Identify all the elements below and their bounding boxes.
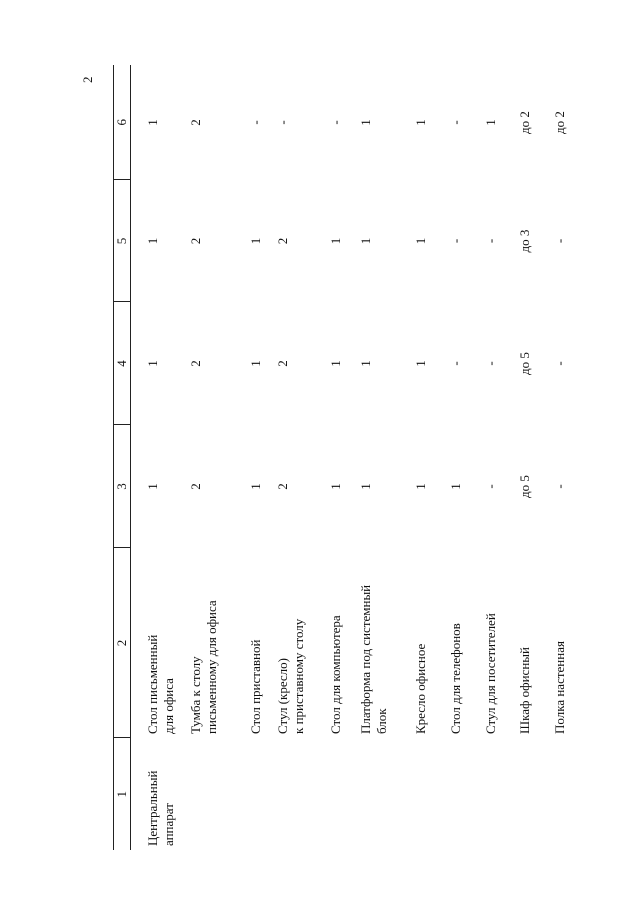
table-row: Стол приставной 1 1 1 - <box>244 65 271 850</box>
number-cell: 2 <box>274 483 290 490</box>
number-cell: 1 <box>357 237 373 245</box>
number-cell: - <box>482 484 498 489</box>
number-cell: до 2 <box>516 111 532 134</box>
column-number: 3 <box>113 425 131 548</box>
table-row: Тумба к столу письменному для офиса 2 2 2 2 <box>184 65 244 850</box>
table-row: Платформа под системный блок 1 1 1 1 <box>354 65 409 850</box>
number-cell: 1 <box>327 483 343 490</box>
text-cell: Стол письменный для офиса <box>145 634 176 734</box>
text-cell <box>324 738 354 850</box>
number-cell: до 5 <box>516 352 532 375</box>
text-cell <box>513 738 548 850</box>
number-cell: 1 <box>447 483 463 490</box>
text-cell <box>354 738 409 850</box>
number-cell: 2 <box>187 360 203 367</box>
number-cell: 1 <box>357 483 373 490</box>
number-cell: 1 <box>247 237 263 245</box>
number-cell: до 2 <box>551 111 567 134</box>
text-cell: Центральный аппарат <box>145 770 176 846</box>
number-cell: 1 <box>357 119 373 126</box>
number-cell: - <box>447 120 463 125</box>
table-body: Центральный аппарат Стол письменный для о… <box>131 65 578 850</box>
number-cell: - <box>247 120 263 125</box>
number-cell: 2 <box>187 237 203 245</box>
text-cell: Стул (кресло) к приставному столу <box>274 618 306 734</box>
number-cell: 1 <box>247 483 263 490</box>
number-cell: - <box>551 238 567 244</box>
text-cell: Платформа под системный блок <box>357 584 389 734</box>
number-cell: 2 <box>274 360 290 367</box>
text-cell: Стол для телефонов <box>447 623 463 734</box>
table-row: Кресло офисное 1 1 1 1 <box>409 65 444 850</box>
text-cell: Стол приставной <box>247 639 263 734</box>
number-cell: 1 <box>145 360 160 367</box>
number-cell: - <box>482 361 498 366</box>
number-cell: 1 <box>412 237 428 245</box>
table-row: Шкаф офисный до 5 до 5 до 3 до 2 <box>513 65 548 850</box>
number-cell: - <box>551 361 567 366</box>
text-cell <box>409 738 444 850</box>
number-cell: - <box>447 238 463 244</box>
page-number: 2 <box>80 76 95 84</box>
number-cell: 2 <box>187 483 203 490</box>
number-cell: 1 <box>482 119 498 126</box>
table-row: Стол для компьютера 1 1 1 - <box>324 65 354 850</box>
text-cell: Стол для компьютера <box>327 615 343 734</box>
text-cell <box>548 738 578 850</box>
number-cell: 1 <box>412 119 428 126</box>
table-row: Центральный аппарат Стол письменный для о… <box>131 65 184 850</box>
table-row: Стол для телефонов 1 - - - <box>444 65 479 850</box>
number-cell: - <box>551 484 567 489</box>
number-cell: - <box>327 120 343 125</box>
text-cell <box>244 738 271 850</box>
number-cell: 1 <box>412 483 428 490</box>
text-cell <box>184 738 244 850</box>
column-number: 1 <box>113 738 131 850</box>
text-cell <box>444 738 479 850</box>
number-cell: - <box>482 238 498 244</box>
number-cell: - <box>447 361 463 366</box>
number-cell: 1 <box>327 237 343 245</box>
number-cell: 1 <box>357 360 373 367</box>
text-cell: Шкаф офисный <box>516 647 532 734</box>
number-cell: 1 <box>145 119 160 126</box>
number-cell: 1 <box>327 360 343 367</box>
text-cell: Кресло офисное <box>412 643 428 734</box>
number-cell: 1 <box>412 360 428 367</box>
column-number: 5 <box>113 180 131 302</box>
table-row: Стул для посетителей - - - 1 <box>479 65 513 850</box>
text-cell: Тумба к столу письменному для офиса <box>187 600 219 734</box>
number-cell: до 3 <box>516 229 532 253</box>
number-cell: - <box>274 120 290 125</box>
text-cell: Стул для посетителей <box>482 613 498 734</box>
number-cell: до 5 <box>516 475 532 498</box>
number-cell: 1 <box>145 237 160 245</box>
number-cell: 1 <box>247 360 263 367</box>
number-cell: 2 <box>187 119 203 126</box>
text-cell: Полка настенная <box>551 641 567 734</box>
text-cell <box>271 738 324 850</box>
column-number: 4 <box>113 302 131 425</box>
table-row: Стул (кресло) к приставному столу 2 2 2 - <box>271 65 324 850</box>
table-row: Полка настенная - - - до 2 <box>548 65 578 850</box>
text-cell <box>479 738 513 850</box>
column-number: 6 <box>113 65 131 180</box>
column-number: 2 <box>113 548 131 738</box>
number-cell: 1 <box>145 483 160 490</box>
number-cell: 2 <box>274 237 290 245</box>
